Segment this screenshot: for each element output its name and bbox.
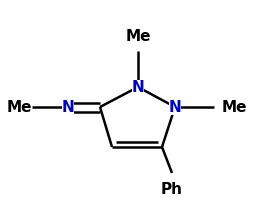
Text: Me: Me	[125, 29, 151, 44]
Text: Ph: Ph	[161, 181, 183, 196]
Text: N: N	[169, 100, 181, 115]
Text: Me: Me	[6, 100, 32, 115]
Text: Me: Me	[222, 100, 248, 115]
Text: N: N	[132, 80, 144, 95]
Text: N: N	[62, 100, 74, 115]
